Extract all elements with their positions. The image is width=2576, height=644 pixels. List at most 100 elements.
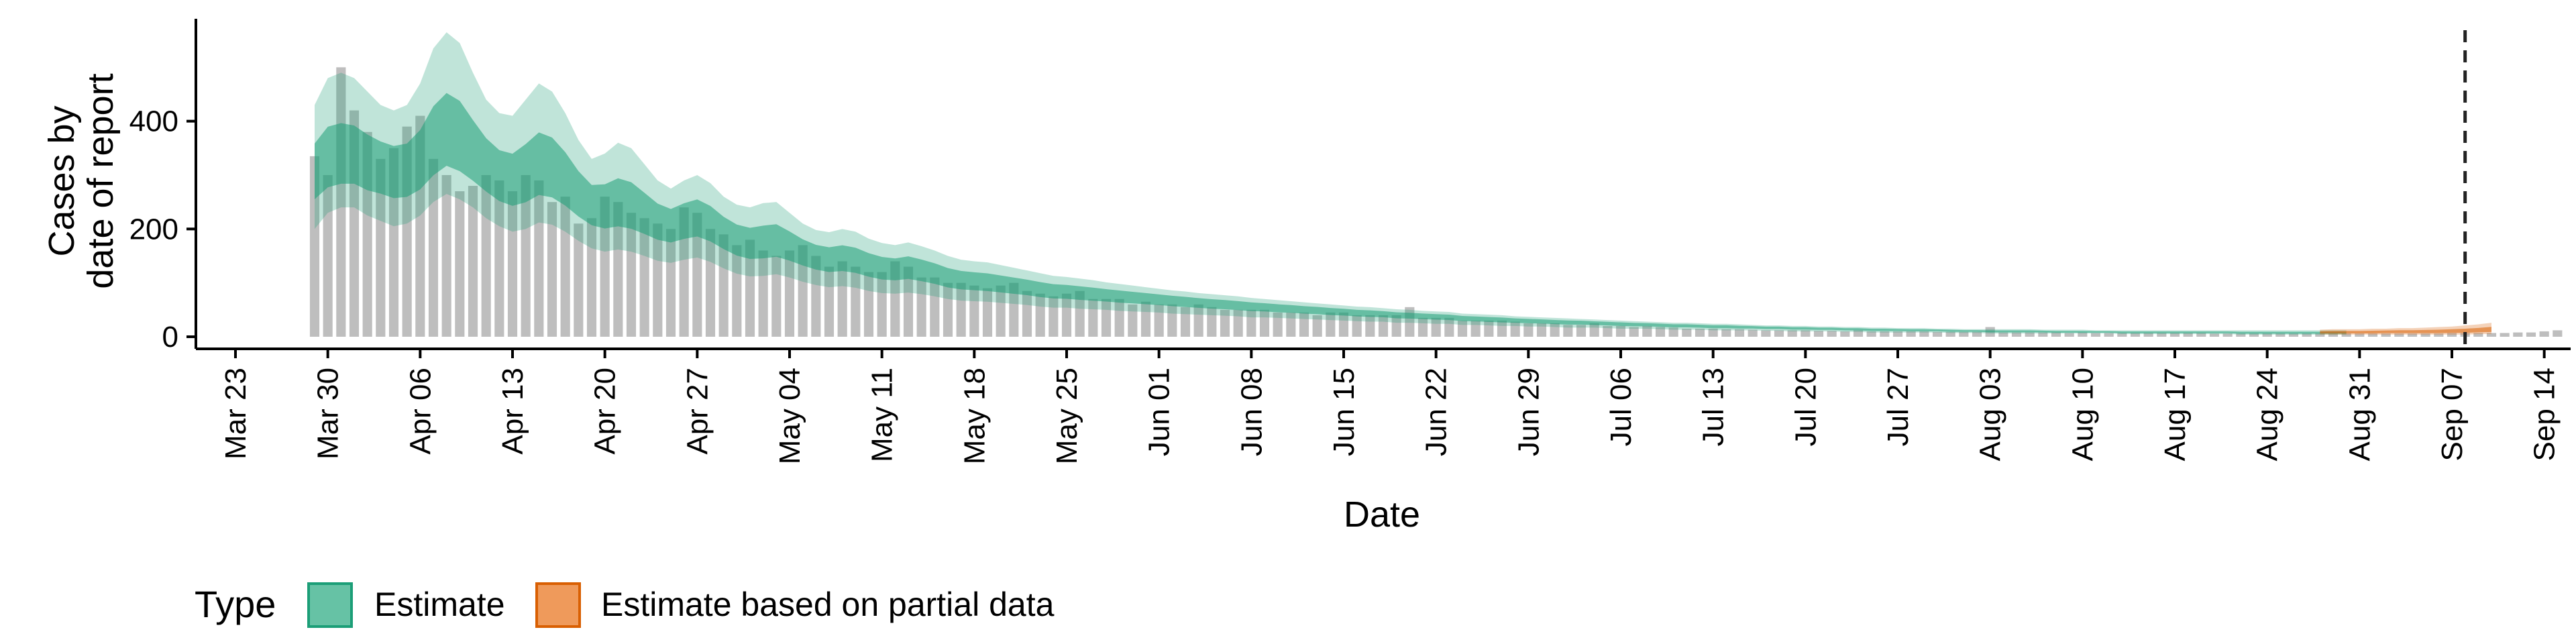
case-bar — [507, 191, 518, 337]
case-bar — [1761, 330, 1771, 337]
case-bar — [1286, 312, 1296, 337]
case-bar — [2486, 333, 2497, 337]
x-tick-label: Apr 20 — [589, 368, 622, 455]
case-bar — [1417, 317, 1428, 337]
y-tick-label: 400 — [129, 105, 178, 138]
case-bar — [1866, 331, 1876, 337]
case-bar — [653, 223, 663, 337]
x-tick-label: Aug 10 — [2066, 368, 2099, 461]
case-bar — [2420, 333, 2430, 337]
case-bar — [1207, 307, 1217, 337]
case-bar — [428, 158, 439, 337]
case-bar — [1510, 321, 1520, 337]
case-bar — [1523, 323, 1534, 337]
case-bar — [798, 245, 808, 337]
case-bar — [2302, 333, 2312, 337]
case-bar — [455, 191, 465, 337]
x-tick-label: Mar 30 — [312, 368, 345, 460]
case-bar — [1972, 331, 1982, 337]
case-bar — [2447, 333, 2457, 337]
case-bar — [560, 197, 570, 337]
case-bar — [916, 277, 926, 337]
case-bar — [2249, 333, 2259, 337]
case-bar — [1391, 315, 1401, 337]
case-bar — [1312, 315, 1322, 337]
case-bar — [2500, 333, 2510, 337]
case-bar — [2143, 333, 2153, 337]
case-bar — [718, 234, 729, 337]
case-bar — [1998, 332, 2008, 337]
partial-estimate-bands — [2320, 323, 2491, 335]
x-tick-label: Aug 24 — [2251, 368, 2284, 461]
case-bar — [2196, 333, 2206, 337]
case-bar — [2262, 333, 2272, 337]
case-bar — [1101, 299, 1112, 337]
case-bar — [1945, 331, 1955, 337]
case-bar — [2328, 333, 2339, 337]
case-bar — [679, 207, 689, 337]
case-bar — [574, 223, 584, 337]
case-bar — [1919, 331, 1929, 337]
case-bar — [969, 285, 979, 337]
case-bar — [1431, 317, 1441, 337]
case-bar — [1497, 320, 1507, 337]
case-bar — [1603, 325, 1613, 337]
x-tick-label: Apr 06 — [404, 368, 437, 455]
case-bar — [1642, 325, 1652, 337]
x-tick-label: Jul 13 — [1697, 368, 1730, 446]
case-bar — [534, 180, 544, 337]
case-bar — [1748, 329, 1758, 337]
case-bar — [626, 213, 637, 337]
case-bar — [1061, 293, 1072, 337]
x-tick-label: Apr 27 — [681, 368, 714, 455]
case-bar — [1787, 330, 1797, 337]
case-bar — [956, 282, 966, 337]
case-bar — [1563, 325, 1573, 337]
partial-estimate-50-interval — [2320, 327, 2491, 334]
case-bar — [2038, 332, 2048, 337]
y-axis-title-line-2: date of report — [80, 73, 121, 288]
x-tick-label: Mar 23 — [219, 368, 252, 460]
case-bar — [2130, 333, 2141, 337]
case-bar — [771, 256, 782, 337]
case-bar — [2025, 332, 2035, 337]
case-bar — [1932, 331, 1943, 337]
case-bar — [1668, 327, 1678, 337]
case-bar — [2315, 333, 2325, 337]
case-bar — [1827, 331, 1837, 337]
case-bar — [1880, 331, 1890, 337]
case-bar — [863, 272, 874, 337]
case-bar — [1906, 331, 1916, 337]
case-bar — [613, 202, 623, 337]
case-bar — [2394, 333, 2404, 337]
y-axis-title-line-1: Cases by — [42, 105, 82, 256]
case-bar — [1470, 320, 1481, 337]
case-bar — [1840, 331, 1850, 337]
case-bar — [494, 180, 504, 337]
x-tick-label: Sep 14 — [2528, 368, 2561, 461]
x-tick-label: Sep 07 — [2436, 368, 2469, 461]
case-bar — [943, 282, 953, 337]
case-bar — [996, 285, 1006, 337]
case-bar — [2222, 333, 2233, 337]
x-tick-label: May 11 — [866, 368, 899, 462]
case-bar — [1365, 315, 1375, 337]
case-bar — [1655, 327, 1666, 337]
x-tick-label: Apr 13 — [496, 368, 529, 455]
case-bar — [1615, 325, 1626, 337]
case-bar — [2169, 333, 2180, 337]
case-bar — [639, 218, 649, 337]
legend-title: Type — [195, 583, 276, 625]
legend-label-partial: Estimate based on partial data — [601, 586, 1055, 623]
x-tick-label: Jun 15 — [1328, 368, 1360, 456]
case-bar — [1378, 315, 1389, 337]
case-bar — [2275, 333, 2286, 337]
case-bar — [1035, 293, 1045, 337]
case-bar — [2539, 331, 2549, 337]
case-bar — [1734, 329, 1745, 337]
case-bar — [2064, 333, 2074, 337]
case-bar — [1299, 312, 1309, 337]
case-bar — [1892, 331, 1903, 337]
case-bar — [1536, 323, 1547, 337]
